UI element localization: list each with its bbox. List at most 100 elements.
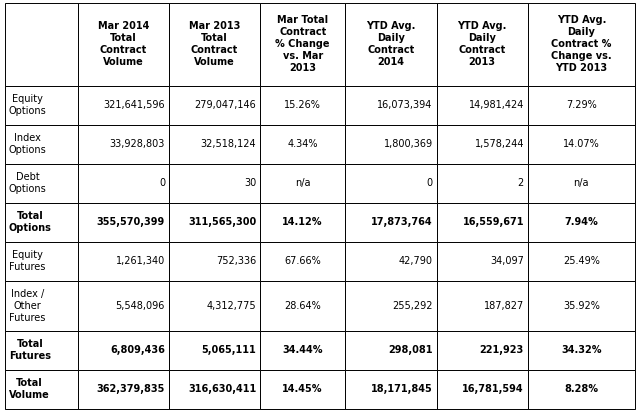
Text: YTD Avg.
Daily
Contract
2014: YTD Avg. Daily Contract 2014 (366, 21, 415, 68)
Bar (436, 203, 528, 242)
Bar (436, 370, 528, 409)
Bar (260, 203, 345, 242)
Text: 28.64%: 28.64% (284, 301, 321, 311)
Text: 279,047,146: 279,047,146 (195, 100, 257, 110)
Text: 16,781,594: 16,781,594 (462, 384, 524, 394)
Text: 355,570,399: 355,570,399 (97, 217, 165, 227)
Bar (528, 3, 635, 86)
Bar (260, 3, 345, 86)
Bar (77, 86, 169, 125)
Text: 0: 0 (426, 178, 433, 188)
Text: YTD Avg.
Daily
Contract %
Change vs.
YTD 2013: YTD Avg. Daily Contract % Change vs. YTD… (551, 16, 612, 73)
Text: Index
Options: Index Options (9, 133, 47, 155)
Text: 1,261,340: 1,261,340 (116, 256, 165, 266)
Bar (169, 86, 260, 125)
Bar (528, 242, 635, 281)
Bar (436, 3, 528, 86)
Text: 221,923: 221,923 (480, 345, 524, 355)
Text: Equity
Futures: Equity Futures (9, 250, 45, 272)
Text: 0: 0 (159, 178, 165, 188)
Bar (528, 125, 635, 164)
Bar (345, 86, 436, 125)
Bar (528, 86, 635, 125)
Text: 15.26%: 15.26% (284, 100, 321, 110)
Bar (169, 281, 260, 331)
Text: 25.49%: 25.49% (563, 256, 600, 266)
Bar (345, 3, 436, 86)
Bar (169, 331, 260, 370)
Text: n/a: n/a (295, 178, 310, 188)
Text: 14.07%: 14.07% (563, 139, 600, 149)
Bar (5, 242, 77, 281)
Bar (436, 281, 528, 331)
Bar (528, 331, 635, 370)
Text: 67.66%: 67.66% (284, 256, 321, 266)
Bar (5, 281, 77, 331)
Bar (260, 86, 345, 125)
Bar (77, 242, 169, 281)
Text: 5,065,111: 5,065,111 (202, 345, 257, 355)
Text: 33,928,803: 33,928,803 (109, 139, 165, 149)
Bar (345, 370, 436, 409)
Text: 4,312,775: 4,312,775 (207, 301, 257, 311)
Text: 1,800,369: 1,800,369 (383, 139, 433, 149)
Text: 255,292: 255,292 (392, 301, 433, 311)
Text: 5,548,096: 5,548,096 (116, 301, 165, 311)
Bar (345, 164, 436, 203)
Text: 4.34%: 4.34% (287, 139, 318, 149)
Text: 7.29%: 7.29% (566, 100, 596, 110)
Bar (77, 203, 169, 242)
Text: 42,790: 42,790 (399, 256, 433, 266)
Bar (436, 164, 528, 203)
Text: Equity
Options: Equity Options (9, 94, 47, 116)
Bar (345, 331, 436, 370)
Text: 8.28%: 8.28% (564, 384, 598, 394)
Bar (436, 125, 528, 164)
Bar (169, 164, 260, 203)
Bar (77, 164, 169, 203)
Bar (528, 281, 635, 331)
Bar (5, 164, 77, 203)
Bar (345, 281, 436, 331)
Bar (528, 370, 635, 409)
Bar (5, 203, 77, 242)
Text: 7.94%: 7.94% (564, 217, 598, 227)
Bar (77, 331, 169, 370)
Bar (77, 370, 169, 409)
Text: 18,171,845: 18,171,845 (371, 384, 433, 394)
Text: 17,873,764: 17,873,764 (371, 217, 433, 227)
Bar (77, 3, 169, 86)
Bar (169, 203, 260, 242)
Bar (5, 3, 77, 86)
Text: 2: 2 (518, 178, 524, 188)
Bar (345, 203, 436, 242)
Bar (528, 203, 635, 242)
Text: 311,565,300: 311,565,300 (188, 217, 257, 227)
Bar (77, 281, 169, 331)
Text: 752,336: 752,336 (216, 256, 257, 266)
Bar (528, 164, 635, 203)
Text: Total
Options: Total Options (9, 211, 52, 233)
Bar (260, 331, 345, 370)
Bar (260, 125, 345, 164)
Bar (260, 370, 345, 409)
Bar (77, 125, 169, 164)
Bar (345, 125, 436, 164)
Text: 16,073,394: 16,073,394 (378, 100, 433, 110)
Bar (5, 370, 77, 409)
Bar (260, 281, 345, 331)
Bar (169, 370, 260, 409)
Bar (260, 164, 345, 203)
Text: 35.92%: 35.92% (563, 301, 600, 311)
Text: n/a: n/a (573, 178, 589, 188)
Text: 32,518,124: 32,518,124 (201, 139, 257, 149)
Bar (5, 86, 77, 125)
Text: 14,981,424: 14,981,424 (468, 100, 524, 110)
Text: Mar 2014
Total
Contract
Volume: Mar 2014 Total Contract Volume (97, 21, 149, 68)
Bar (169, 125, 260, 164)
Bar (169, 242, 260, 281)
Text: 34.44%: 34.44% (282, 345, 323, 355)
Text: 14.45%: 14.45% (282, 384, 323, 394)
Bar (5, 125, 77, 164)
Text: 1,578,244: 1,578,244 (474, 139, 524, 149)
